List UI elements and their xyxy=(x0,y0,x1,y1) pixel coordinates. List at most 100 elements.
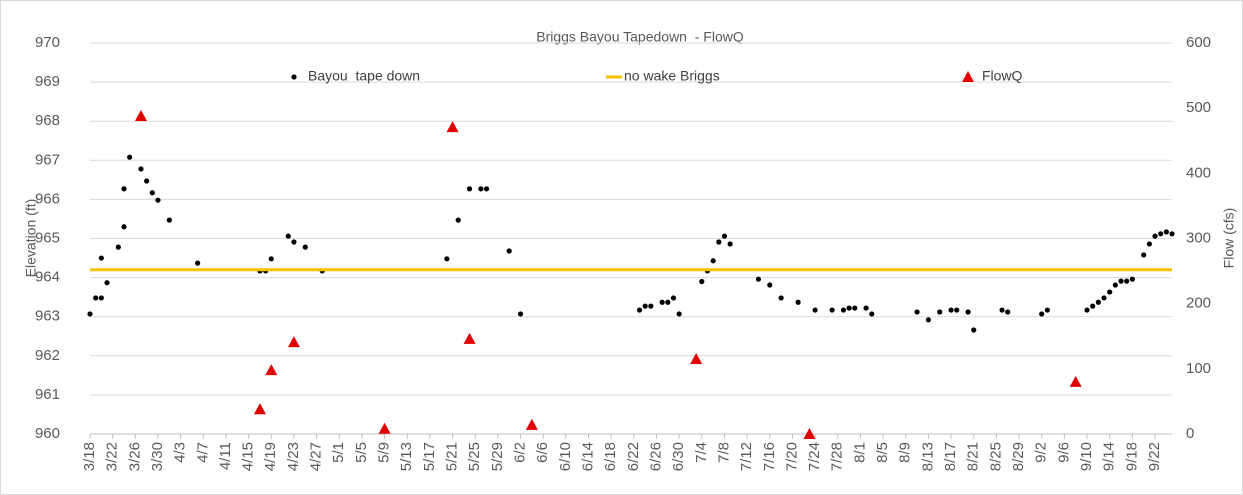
data-point xyxy=(795,299,801,305)
x-tick-label: 4/27 xyxy=(308,442,325,471)
x-tick-label: 5/9 xyxy=(376,442,393,463)
flow-marker xyxy=(1069,375,1082,387)
y-axis-label: Elevation (ft) xyxy=(23,199,39,278)
data-point xyxy=(971,327,977,333)
y-tick-label: 965 xyxy=(35,229,60,246)
data-point xyxy=(1141,252,1147,258)
data-point xyxy=(1005,309,1011,315)
y-tick-label: 963 xyxy=(35,308,60,325)
x-tick-label: 7/28 xyxy=(829,442,846,471)
data-point xyxy=(948,307,954,313)
x-tick-label: 8/9 xyxy=(897,442,914,463)
legend-swatch xyxy=(291,74,297,80)
data-point xyxy=(1152,233,1158,239)
x-tick-label: 5/1 xyxy=(330,442,347,463)
data-point xyxy=(1107,289,1113,295)
x-tick-label: 6/26 xyxy=(647,442,664,471)
x-tick-label: 3/26 xyxy=(126,442,143,471)
y-tick-label: 960 xyxy=(35,425,60,442)
data-point xyxy=(149,190,155,196)
data-point xyxy=(195,260,201,266)
x-tick-label: 7/24 xyxy=(806,442,823,471)
flow-marker xyxy=(463,332,476,344)
x-tick-label: 9/22 xyxy=(1146,442,1163,471)
data-point xyxy=(1090,303,1096,309)
data-point xyxy=(302,244,308,250)
x-tick-label: 4/7 xyxy=(194,442,211,463)
data-point xyxy=(755,276,762,282)
data-point xyxy=(914,309,920,315)
data-point xyxy=(268,256,274,262)
x-tick-label: 7/8 xyxy=(715,442,732,463)
data-point xyxy=(863,305,869,311)
data-point xyxy=(87,311,93,317)
y2-tick-label: 100 xyxy=(1186,360,1211,377)
x-tick-label: 6/30 xyxy=(670,442,687,471)
x-tick-label: 8/13 xyxy=(919,442,936,471)
y-tick-label: 964 xyxy=(35,269,60,286)
data-point xyxy=(852,305,858,311)
data-point xyxy=(115,244,121,250)
data-point xyxy=(444,256,450,262)
y2-tick-label: 300 xyxy=(1186,229,1211,246)
data-point xyxy=(846,305,852,311)
data-point xyxy=(466,186,473,192)
x-tick-label: 4/23 xyxy=(285,442,302,471)
data-point xyxy=(285,233,291,239)
data-point xyxy=(869,311,875,317)
data-point xyxy=(1101,295,1107,301)
data-point xyxy=(829,307,835,313)
data-point xyxy=(1095,299,1101,305)
data-point xyxy=(93,295,99,301)
data-point xyxy=(699,278,705,285)
flow-marker xyxy=(690,353,703,365)
data-point xyxy=(767,282,773,288)
x-tick-label: 7/12 xyxy=(738,442,755,471)
x-tick-label: 7/4 xyxy=(693,442,710,463)
data-point xyxy=(1039,311,1045,317)
data-point xyxy=(166,217,172,223)
legend-label: FlowQ xyxy=(982,68,1023,84)
x-tick-label: 6/2 xyxy=(512,442,529,463)
data-point xyxy=(840,307,847,313)
x-tick-label: 5/25 xyxy=(466,442,483,471)
x-tick-label: 6/22 xyxy=(625,442,642,471)
x-tick-label: 4/19 xyxy=(262,442,279,471)
y2-tick-label: 400 xyxy=(1186,164,1211,181)
data-point xyxy=(670,295,677,301)
x-tick-label: 3/18 xyxy=(81,442,98,471)
x-tick-label: 8/21 xyxy=(965,442,982,471)
y-tick-label: 969 xyxy=(35,73,60,90)
y-tick-label: 961 xyxy=(35,386,60,403)
data-point xyxy=(937,309,943,315)
x-tick-label: 9/2 xyxy=(1033,442,1050,463)
data-point xyxy=(642,303,648,309)
data-point xyxy=(925,317,932,323)
data-point xyxy=(665,299,671,305)
data-point xyxy=(291,239,297,245)
data-point xyxy=(483,186,490,192)
data-point xyxy=(121,186,127,192)
x-tick-label: 7/20 xyxy=(783,442,800,471)
legend-label: Bayou tape down xyxy=(308,68,420,84)
flow-marker xyxy=(134,109,147,121)
y2-tick-label: 200 xyxy=(1186,295,1211,312)
data-point xyxy=(676,311,682,317)
data-point xyxy=(155,197,161,203)
y-tick-label: 968 xyxy=(35,112,60,129)
data-point xyxy=(965,309,971,315)
data-point xyxy=(1146,241,1152,247)
y-tick-label: 962 xyxy=(35,347,60,364)
data-point xyxy=(1118,278,1124,284)
x-tick-label: 8/5 xyxy=(874,442,891,463)
data-point xyxy=(98,255,104,261)
data-point xyxy=(727,241,733,247)
chart-title: Briggs Bayou Tapedown - FlowQ xyxy=(536,29,744,45)
data-point xyxy=(812,307,818,313)
y-tick-label: 970 xyxy=(35,34,60,51)
flow-marker xyxy=(446,121,459,133)
x-tick-label: 5/17 xyxy=(421,442,438,471)
flow-marker xyxy=(253,403,266,415)
legend-label: no wake Briggs xyxy=(624,68,720,84)
